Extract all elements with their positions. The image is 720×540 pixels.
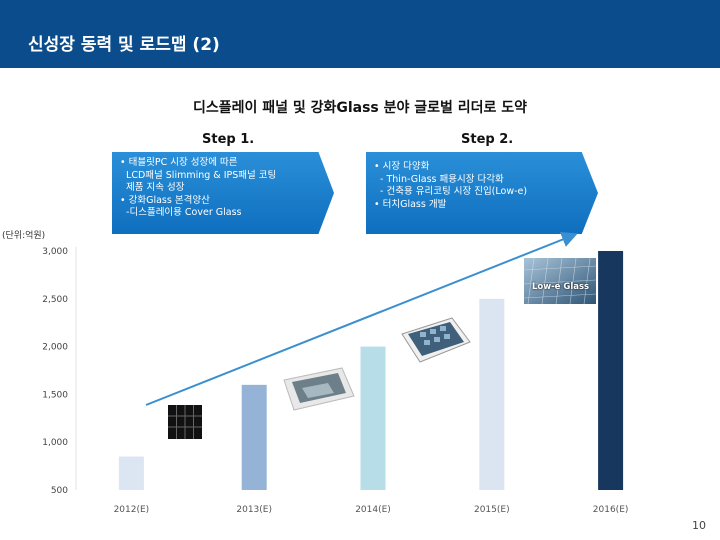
lcd-panel-grid-image <box>168 405 202 439</box>
step-1-arrow-box: • 태블릿PC 시장 성장에 따른 LCD패널 Slimming & IPS패널… <box>112 152 334 234</box>
x-tick-label: 2012(E) <box>114 505 150 515</box>
step-2-label: Step 2. <box>461 132 514 147</box>
bar <box>118 456 144 490</box>
page-number: 10 <box>692 519 706 532</box>
y-tick-label: 1,500 <box>42 390 68 400</box>
y-tick-label: 1,000 <box>42 438 68 448</box>
x-tick-label: 2013(E) <box>236 505 272 515</box>
bar <box>360 346 386 490</box>
header-bar: 신성장 동력 및 로드맵 (2) <box>0 0 720 68</box>
step-1-line: • 태블릿PC 시장 성장에 따른 <box>120 157 238 168</box>
step-2-line: - Thin-Glass 패용시장 다각화 <box>374 173 504 185</box>
unit-label: (단위:억원) <box>2 231 46 241</box>
growth-trend-arrow <box>145 231 578 406</box>
bar <box>598 251 624 490</box>
y-tick-label: 2,500 <box>42 295 68 305</box>
cover-glass-image <box>283 367 355 411</box>
y-tick-label: 500 <box>51 486 68 496</box>
lowe-glass-building-image <box>524 258 596 304</box>
y-tick-label: 3,000 <box>42 247 68 257</box>
y-tick-label: 2,000 <box>42 343 68 353</box>
slide-subtitle: 디스플레이 패널 및 강화Glass 분야 글로벌 리더로 도약 <box>192 100 528 116</box>
bar <box>479 298 505 490</box>
step-1-line: 제품 지속 성장 <box>120 182 185 193</box>
step-1-label: Step 1. <box>202 132 255 147</box>
step-2-arrow-box: • 시장 다양화 - Thin-Glass 패용시장 다각화 - 건축용 유리코… <box>366 152 598 234</box>
tablet-image <box>401 317 471 363</box>
step-2-line: • 시장 다양화 <box>374 161 430 172</box>
x-tick-label: 2014(E) <box>355 505 391 515</box>
bar <box>241 384 267 490</box>
step-2-line: • 터치Glass 개발 <box>374 198 447 210</box>
step-1-line: LCD패널 Slimming & IPS패널 코팅 <box>120 169 277 181</box>
x-tick-label: 2015(E) <box>474 505 510 515</box>
x-tick-label: 2016(E) <box>593 505 629 515</box>
page-title: 신성장 동력 및 로드맵 (2) <box>28 35 220 55</box>
step-1-line: -디스플레이용 Cover Glass <box>120 207 242 218</box>
lowe-glass-label: Low-e Glass <box>532 282 590 292</box>
step-1-line: • 강화Glass 본격양산 <box>120 194 210 206</box>
step-2-line: - 건축용 유리코팅 시장 진입(Low-e) <box>374 186 528 197</box>
